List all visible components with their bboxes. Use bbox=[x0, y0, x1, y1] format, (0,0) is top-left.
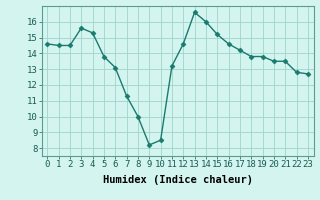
X-axis label: Humidex (Indice chaleur): Humidex (Indice chaleur) bbox=[103, 175, 252, 185]
